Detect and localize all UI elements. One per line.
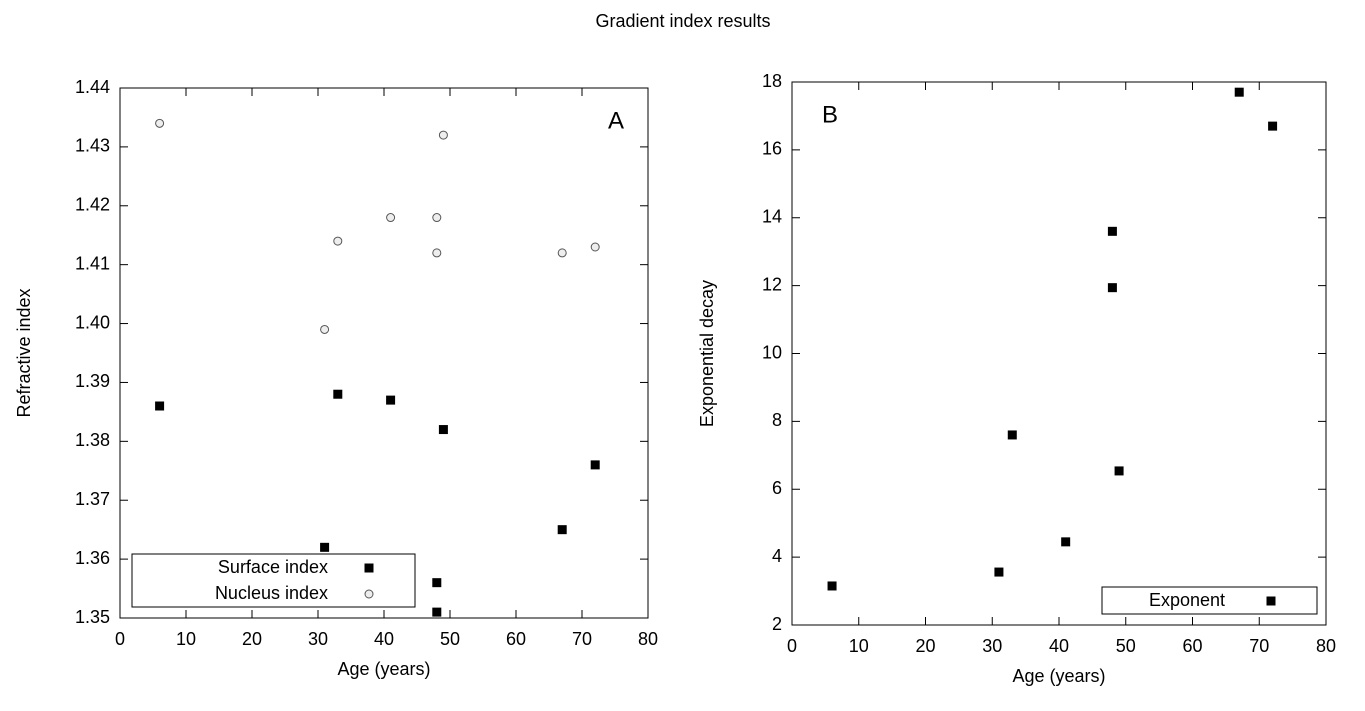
point bbox=[333, 389, 343, 399]
point bbox=[1061, 537, 1071, 547]
x-tick-label: 40 bbox=[1049, 636, 1069, 656]
y-axis-label: Exponential decay bbox=[697, 280, 717, 427]
point bbox=[1268, 121, 1278, 131]
x-tick-label: 50 bbox=[1116, 636, 1136, 656]
point bbox=[432, 607, 442, 617]
panel-label: B bbox=[822, 101, 838, 128]
y-axis-label: Refractive index bbox=[14, 288, 34, 417]
x-tick-label: 80 bbox=[638, 629, 658, 649]
y-tick-label: 18 bbox=[762, 71, 782, 91]
point bbox=[432, 248, 442, 258]
point bbox=[333, 236, 343, 246]
legend-marker bbox=[364, 563, 374, 573]
legend-label: Nucleus index bbox=[215, 583, 328, 603]
y-tick-label: 6 bbox=[772, 478, 782, 498]
x-tick-label: 10 bbox=[176, 629, 196, 649]
legend-marker bbox=[1266, 596, 1276, 606]
panel-label: A bbox=[608, 107, 624, 134]
legend-label: Exponent bbox=[1149, 590, 1225, 610]
y-tick-label: 1.37 bbox=[75, 489, 110, 509]
x-tick-label: 60 bbox=[506, 629, 526, 649]
x-tick-label: 50 bbox=[440, 629, 460, 649]
point bbox=[557, 525, 567, 535]
point bbox=[438, 130, 448, 140]
point bbox=[557, 248, 567, 258]
point bbox=[1234, 87, 1244, 97]
y-tick-label: 1.36 bbox=[75, 548, 110, 568]
y-tick-label: 16 bbox=[762, 139, 782, 159]
point bbox=[1007, 430, 1017, 440]
point bbox=[155, 118, 165, 128]
point bbox=[386, 395, 396, 405]
point bbox=[1107, 283, 1117, 293]
point bbox=[1107, 226, 1117, 236]
x-tick-label: 70 bbox=[572, 629, 592, 649]
y-tick-label: 1.40 bbox=[75, 312, 110, 332]
y-tick-label: 8 bbox=[772, 410, 782, 430]
point bbox=[590, 460, 600, 470]
point bbox=[432, 578, 442, 588]
y-tick-label: 14 bbox=[762, 207, 782, 227]
y-tick-label: 12 bbox=[762, 274, 782, 294]
x-tick-label: 40 bbox=[374, 629, 394, 649]
y-tick-label: 4 bbox=[772, 546, 782, 566]
y-tick-label: 1.39 bbox=[75, 371, 110, 391]
x-tick-label: 60 bbox=[1182, 636, 1202, 656]
point bbox=[386, 213, 396, 223]
y-tick-label: 1.35 bbox=[75, 607, 110, 627]
point bbox=[320, 324, 330, 334]
x-tick-label: 80 bbox=[1316, 636, 1336, 656]
y-tick-label: 1.42 bbox=[75, 195, 110, 215]
point bbox=[994, 567, 1004, 577]
x-tick-label: 20 bbox=[242, 629, 262, 649]
legend-label: Surface index bbox=[218, 557, 328, 577]
plot-frame bbox=[791, 81, 1327, 626]
plot-frame bbox=[119, 87, 649, 619]
x-tick-label: 30 bbox=[308, 629, 328, 649]
point bbox=[432, 213, 442, 223]
y-tick-label: 1.38 bbox=[75, 430, 110, 450]
y-tick-label: 1.41 bbox=[75, 253, 110, 273]
y-tick-label: 1.44 bbox=[75, 77, 110, 97]
x-tick-label: 10 bbox=[849, 636, 869, 656]
x-axis-label: Age (years) bbox=[1012, 666, 1105, 686]
point bbox=[438, 425, 448, 435]
y-tick-label: 2 bbox=[772, 614, 782, 634]
x-tick-label: 30 bbox=[982, 636, 1002, 656]
point bbox=[827, 581, 837, 591]
x-tick-label: 0 bbox=[115, 629, 125, 649]
x-tick-label: 20 bbox=[915, 636, 935, 656]
point bbox=[320, 542, 330, 552]
y-tick-label: 10 bbox=[762, 342, 782, 362]
x-tick-label: 0 bbox=[787, 636, 797, 656]
point bbox=[155, 401, 165, 411]
point bbox=[590, 242, 600, 252]
x-tick-label: 70 bbox=[1249, 636, 1269, 656]
legend-box bbox=[131, 553, 416, 608]
figure-title: Gradient index results bbox=[595, 11, 770, 31]
x-axis-label: Age (years) bbox=[337, 659, 430, 679]
point bbox=[1114, 466, 1124, 476]
y-tick-label: 1.43 bbox=[75, 136, 110, 156]
legend-box bbox=[1101, 586, 1318, 615]
legend-marker bbox=[364, 589, 374, 599]
